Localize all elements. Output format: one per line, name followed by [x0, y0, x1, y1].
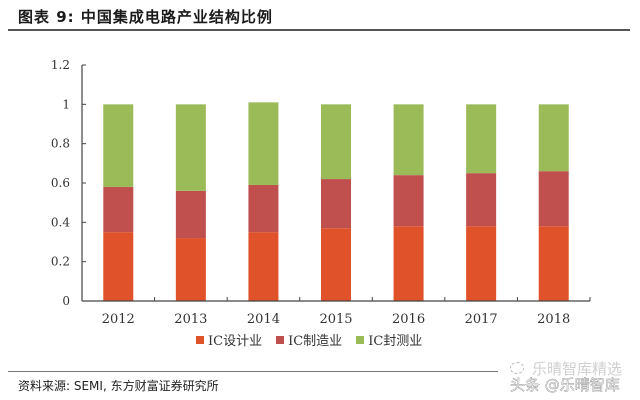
legend: IC设计业 IC制造业 IC封测业 [196, 330, 422, 349]
x-axis: 2012 2013 2014 2015 2016 2017 2018 [81, 297, 591, 327]
bar-segment [103, 232, 134, 301]
y-tick-label: 0.4 [51, 215, 70, 229]
bar-segment [393, 175, 424, 227]
bar-segment [248, 232, 279, 301]
stacked-bar-chart: 00.20.40.60.811.2 2012 2013 2014 2015 2016 20… [51, 58, 591, 327]
legend-item-manufacturing: IC制造业 [276, 330, 342, 349]
y-tick-label: 0.6 [51, 176, 70, 190]
y-axis: 0 0.2 0.4 0.6 0.8 1 1.2 [51, 58, 86, 308]
x-tick-label: 2016 [392, 312, 425, 327]
watermark-line1: 乐晴智库精选 [532, 360, 623, 378]
bar-segment [393, 226, 424, 301]
bar-segment [175, 104, 206, 191]
bar-segment [466, 226, 497, 301]
footer-divider [8, 371, 498, 372]
x-tick-label: 2012 [102, 312, 135, 327]
bar-segment [175, 190, 206, 239]
bars [103, 102, 569, 301]
bar-segment [393, 104, 424, 176]
bar-segment [538, 104, 569, 172]
x-tick-label: 2018 [537, 312, 570, 327]
x-tick-label: 2015 [319, 312, 352, 327]
legend-swatch-packaging [356, 335, 365, 344]
y-tick-label: 1 [62, 97, 70, 111]
y-tick-label: 1.2 [51, 58, 70, 72]
bar-segment [321, 104, 351, 180]
bar-segment [466, 173, 497, 227]
legend-item-design: IC设计业 [196, 330, 262, 349]
legend-label: IC设计业 [208, 334, 263, 349]
y-tick-label: 0 [62, 294, 70, 308]
watermark-logo-icon [510, 362, 524, 374]
legend-label: IC制造业 [288, 334, 343, 349]
bar-segment [103, 186, 134, 233]
bar-segment [538, 226, 569, 301]
legend-item-packaging: IC封测业 [356, 330, 422, 349]
legend-swatch-design [196, 335, 204, 344]
watermark-line2: 头条 @乐晴智库 [510, 376, 620, 394]
x-tick-label: 2013 [174, 312, 207, 327]
bar-segment [321, 228, 351, 301]
x-tick-label: 2014 [247, 312, 280, 327]
bar-segment [538, 171, 569, 227]
title-divider [8, 29, 630, 31]
legend-label: IC封测业 [368, 334, 423, 349]
bar-segment [466, 104, 497, 174]
bar-segment [103, 104, 134, 187]
bar-segment [248, 184, 279, 233]
bar-segment [248, 102, 279, 185]
chart-title: 图表 9: 中国集成电路产业结构比例 [18, 8, 273, 26]
y-tick-label: 0.8 [51, 137, 70, 151]
legend-swatch-manufacturing [276, 335, 285, 344]
bar-segment [175, 238, 206, 301]
x-tick-label: 2017 [465, 312, 498, 327]
bar-segment [321, 179, 351, 229]
source-note: 资料来源: SEMI, 东方财富证券研究所 [18, 379, 219, 393]
y-tick-label: 0.2 [51, 255, 70, 269]
